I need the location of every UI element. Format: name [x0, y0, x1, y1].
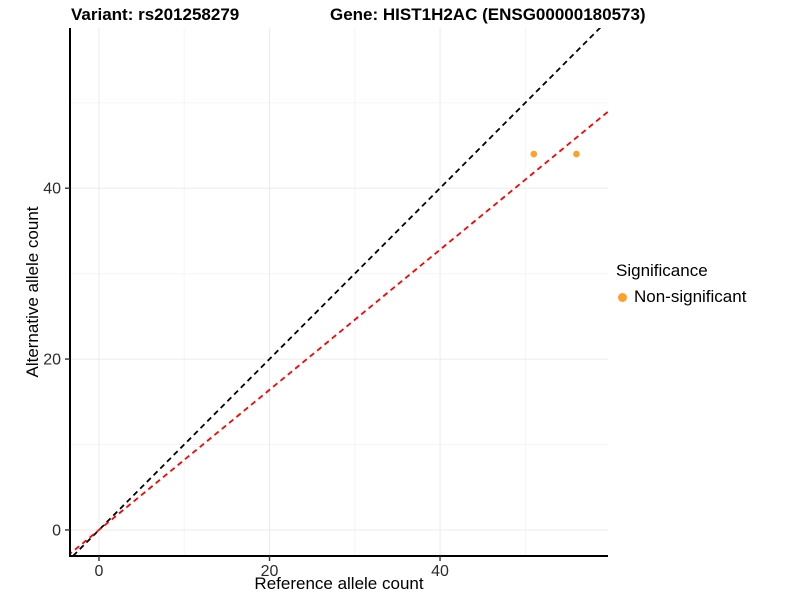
fit-line: [70, 110, 608, 555]
legend-item-label: Non-significant: [634, 287, 747, 306]
identity-line: [71, 28, 602, 556]
x-tick-label: 20: [261, 563, 279, 580]
y-axis-label: Alternative allele count: [23, 206, 42, 378]
x-tick-label: 0: [95, 563, 104, 580]
legend-title: Significance: [616, 261, 708, 280]
legend-point-icon: [618, 292, 627, 302]
y-tick-label: 20: [43, 352, 61, 369]
data-point: [573, 150, 580, 158]
plot-title-gene: Gene: HIST1H2AC (ENSG00000180573): [330, 5, 646, 24]
y-tick-label: 40: [43, 181, 61, 198]
legend-item: Non-significant: [616, 287, 746, 307]
data-point: [530, 150, 538, 158]
x-axis-label: Reference allele count: [254, 574, 424, 593]
legend: Significance Non-significant: [616, 261, 746, 307]
y-tick-label: 0: [52, 522, 61, 539]
x-tick-label: 40: [431, 563, 449, 580]
plot-title-variant: Variant: rs201258279: [71, 5, 240, 24]
